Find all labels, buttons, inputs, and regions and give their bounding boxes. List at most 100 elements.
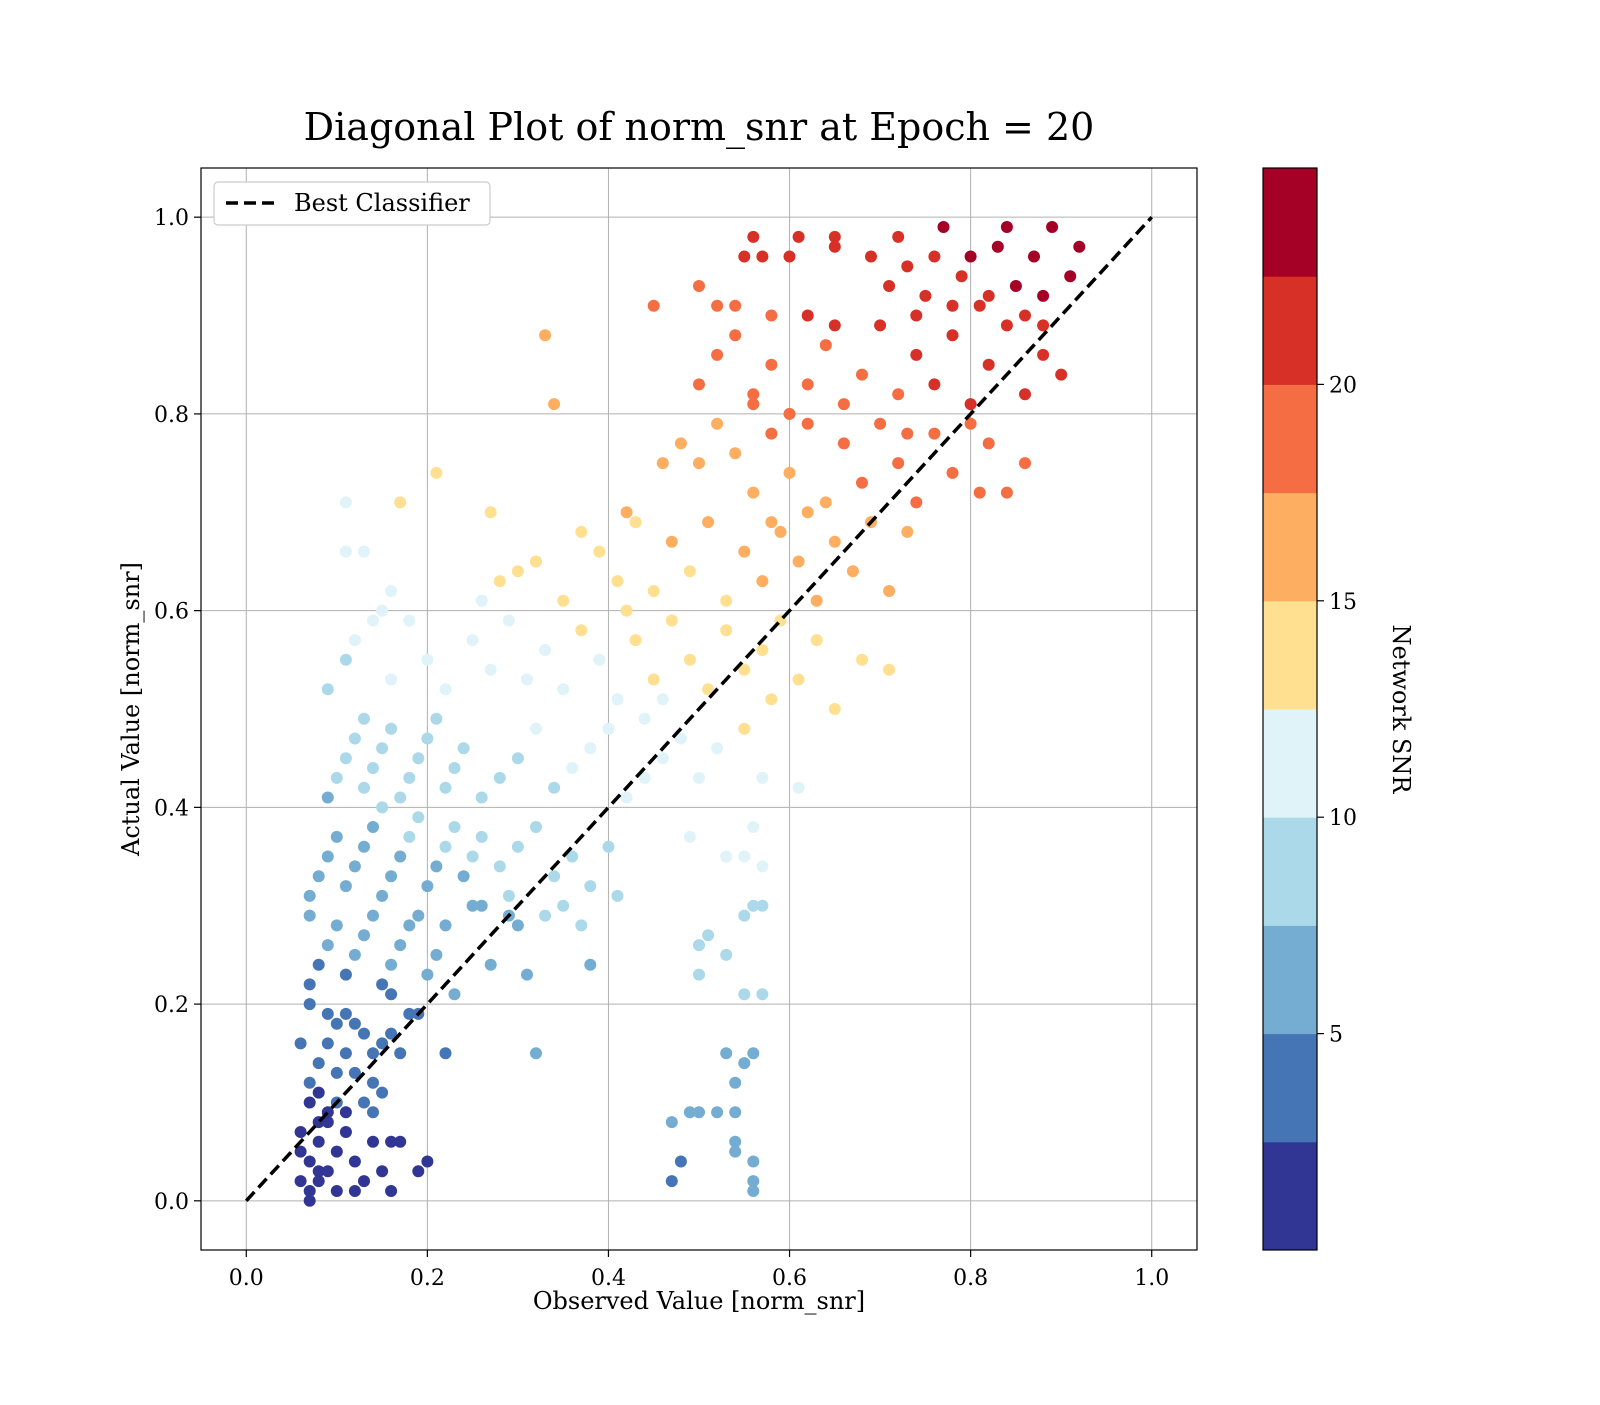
scatter-point (358, 1027, 370, 1040)
y-tick-label: 0.0 (154, 1190, 189, 1215)
scatter-point (765, 427, 778, 440)
scatter-point (358, 781, 370, 794)
legend-entry-best-classifier: Best Classifier (294, 189, 470, 217)
scatter-point (330, 771, 343, 784)
scatter-point (367, 1106, 379, 1119)
scatter-point (982, 289, 995, 302)
scatter-point (421, 653, 434, 666)
scatter-point (376, 1165, 389, 1178)
y-axis-ticks: 0.0 0.2 0.4 0.6 0.8 1.0 (154, 206, 201, 1215)
scatter-point (330, 830, 343, 843)
scatter-point (385, 585, 398, 597)
scatter-point (448, 762, 461, 774)
scatter-point (810, 594, 823, 607)
scatter-point (874, 319, 887, 332)
scatter-point (312, 1057, 325, 1070)
scatter-point (557, 683, 570, 696)
scatter-point (330, 1017, 343, 1030)
scatter-point (475, 791, 488, 804)
scatter-point (502, 889, 515, 902)
scatter-point (973, 299, 986, 312)
scatter-point (738, 909, 751, 922)
scatter-point (711, 742, 724, 755)
scatter-point (457, 742, 470, 755)
scatter-point (792, 555, 805, 568)
colorbar-tick-label: 5 (1329, 1023, 1343, 1048)
scatter-point (557, 594, 570, 607)
scatter-point (303, 1076, 316, 1089)
scatter-point (403, 919, 416, 932)
scatter-point (611, 889, 624, 902)
x-tick-label: 0.0 (229, 1266, 264, 1291)
x-axis-ticks: 0.0 0.2 0.4 0.6 0.8 1.0 (229, 1250, 1169, 1291)
scatter-point (385, 1135, 398, 1148)
scatter-point (521, 968, 533, 981)
scatter-point (539, 329, 552, 342)
scatter-point (575, 525, 588, 538)
scatter-point (403, 771, 416, 784)
scatter-point (439, 840, 452, 853)
scatter-point (339, 1047, 352, 1060)
scatter-point (321, 1116, 334, 1129)
colorbar-tick-label: 20 (1329, 373, 1357, 398)
colorbar-segment (1263, 384, 1317, 494)
scatter-point (339, 880, 352, 893)
y-tick-label: 1.0 (154, 206, 189, 231)
scatter-point (602, 722, 615, 735)
scatter-point (385, 722, 398, 735)
scatter-point (303, 998, 316, 1011)
scatter-point (729, 1145, 742, 1158)
scatter-point (883, 585, 896, 597)
scatter-point (1037, 319, 1050, 332)
scatter-point (376, 604, 389, 617)
scatter-point (475, 830, 488, 843)
scatter-point (367, 1047, 379, 1060)
scatter-point (892, 388, 905, 401)
scatter-point (457, 870, 470, 883)
scatter-point (765, 309, 778, 322)
scatter-point (720, 624, 733, 637)
scatter-point (511, 840, 524, 853)
x-tick-label: 0.6 (772, 1266, 807, 1291)
scatter-point (783, 407, 796, 420)
scatter-point (530, 821, 542, 833)
scatter-point (348, 1017, 361, 1030)
scatter-point (801, 309, 814, 322)
scatter-point (892, 230, 905, 243)
colorbar-segment (1263, 600, 1317, 710)
scatter-point (403, 614, 416, 627)
scatter-point (303, 909, 316, 922)
scatter-point (874, 417, 887, 430)
scatter-point (1000, 221, 1013, 233)
scatter-point (946, 299, 959, 312)
scatter-point (1009, 280, 1022, 292)
scatter-point (647, 585, 660, 597)
scatter-point (738, 663, 751, 676)
best-classifier-line (244, 215, 1154, 1203)
scatter-point (747, 486, 760, 499)
scatter-point (376, 1037, 389, 1050)
scatter-point (421, 732, 434, 745)
scatter-point (448, 988, 461, 1001)
scatter-point (693, 1106, 705, 1119)
scatter-point (756, 988, 769, 1001)
scatter-point (348, 1066, 361, 1079)
scatter-point (330, 1145, 343, 1158)
colorbar-frame (1262, 167, 1318, 1251)
y-tick-label: 0.4 (154, 796, 189, 821)
scatter-point (883, 280, 896, 292)
scatter-point (385, 958, 398, 971)
scatter-point (367, 1135, 379, 1148)
scatter-points (294, 221, 1086, 1207)
scatter-point (303, 1096, 316, 1109)
scatter-point (466, 899, 479, 912)
scatter-point (720, 850, 733, 863)
scatter-point (339, 496, 352, 509)
scatter-point (385, 673, 398, 686)
scatter-point (312, 1135, 325, 1148)
scatter-point (919, 289, 932, 302)
scatter-point (303, 1155, 316, 1168)
scatter-point (856, 476, 868, 489)
scatter-point (294, 1175, 307, 1188)
